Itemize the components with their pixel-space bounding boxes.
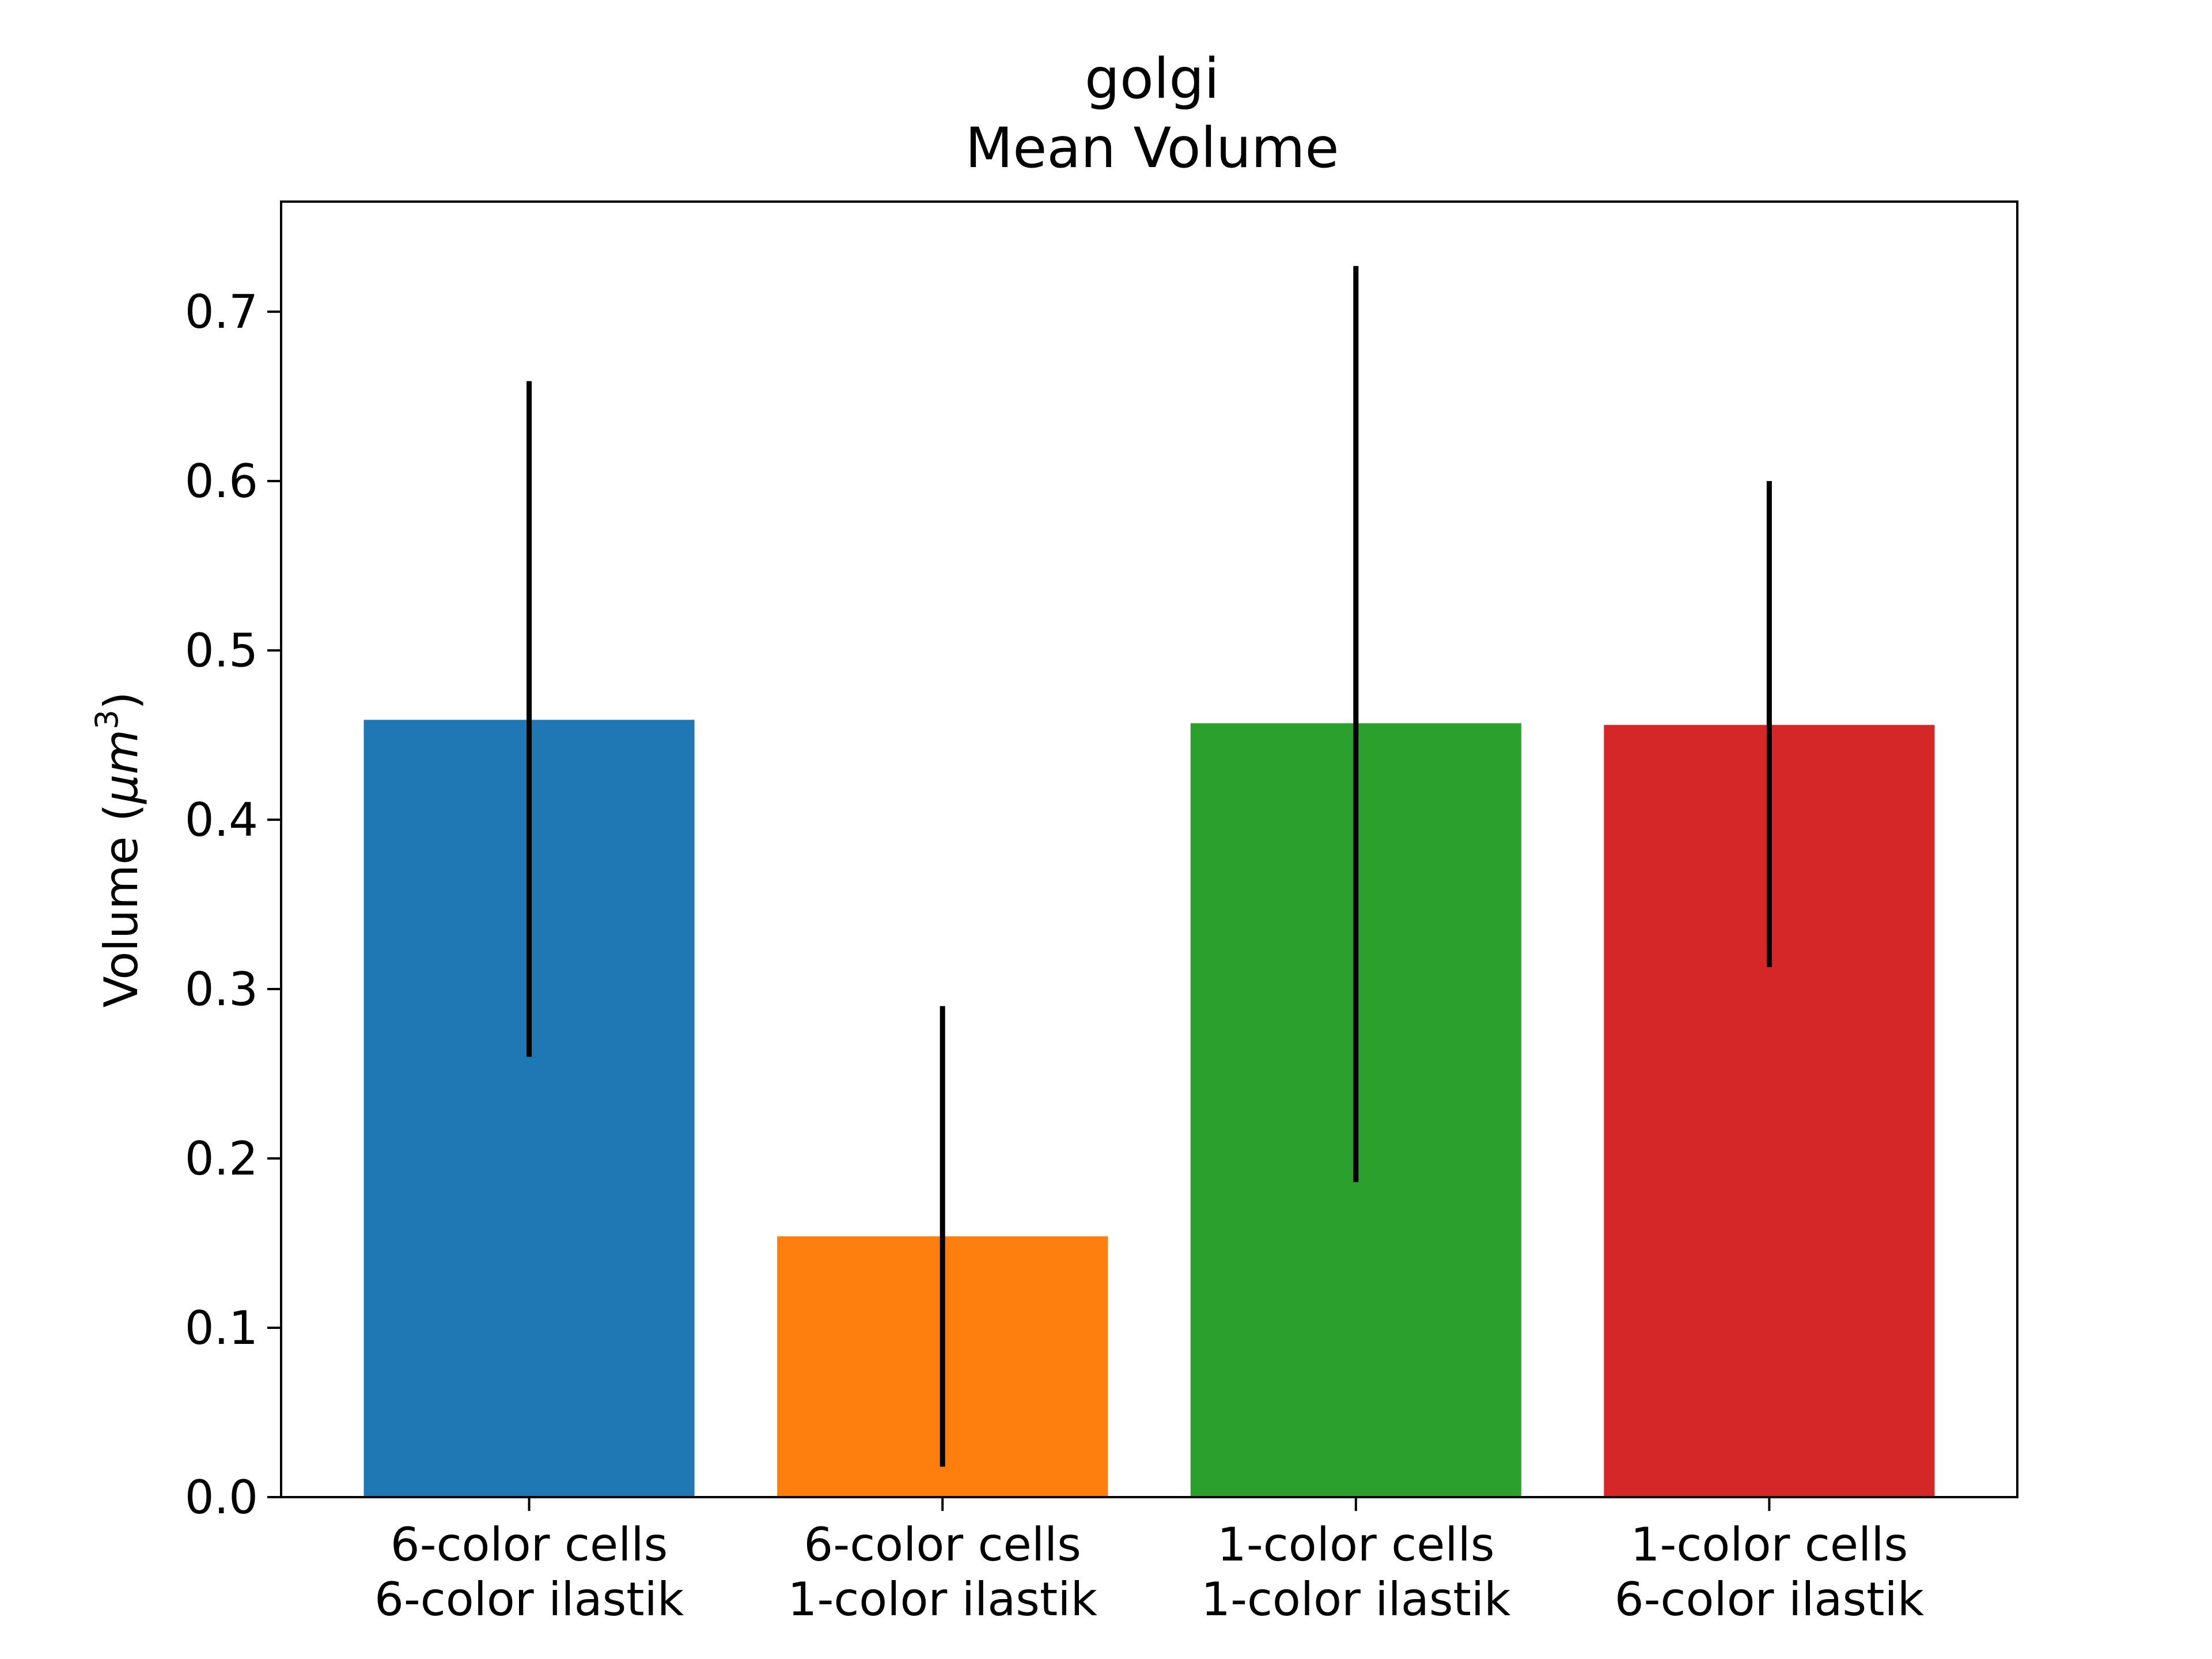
- y-axis-label-unit: m: [94, 729, 148, 774]
- x-tick-label-1-line2: 1-color ilastik: [788, 1573, 1098, 1626]
- plot-frame: [280, 200, 2018, 1498]
- chart-title-line1: golgi: [1085, 47, 1219, 111]
- y-axis-label-suffix: ): [94, 692, 148, 710]
- y-tick-label-0: 0.0: [185, 1471, 258, 1524]
- y-tick-label-2: 0.2: [185, 1132, 258, 1185]
- x-tick-label-0-line2: 6-color ilastik: [374, 1573, 684, 1626]
- y-tick-label-1: 0.1: [185, 1301, 258, 1355]
- y-tick-label-4: 0.4: [185, 793, 258, 847]
- x-tick-label-3-line2: 6-color ilastik: [1615, 1573, 1925, 1626]
- x-tick-label-2-line2: 1-color ilastik: [1201, 1573, 1511, 1626]
- y-axis: 0.0 0.1 0.2 0.3 0.4 0.5 0.6 0.7: [185, 285, 281, 1524]
- x-tick-label-0-line1: 6-color cells: [391, 1518, 668, 1571]
- chart-title-line2: Mean Volume: [965, 116, 1339, 180]
- y-axis-label-prefix: Volume (: [94, 804, 148, 1007]
- error-bars-layer: [527, 266, 1772, 1467]
- y-tick-label-6: 0.6: [185, 454, 258, 508]
- y-axis-label: Volume (μm3): [89, 692, 148, 1008]
- x-tick-label-1-line1: 6-color cells: [804, 1518, 1081, 1571]
- y-axis-label-superscript: 3: [89, 710, 125, 729]
- y-tick-label-7: 0.7: [185, 285, 258, 339]
- y-axis-label-mu: μ: [94, 774, 148, 805]
- x-tick-label-2-line1: 1-color cells: [1217, 1518, 1495, 1571]
- x-tick-label-3-line1: 1-color cells: [1631, 1518, 1908, 1571]
- y-tick-label-3: 0.3: [185, 963, 258, 1016]
- y-tick-label-5: 0.5: [185, 624, 258, 677]
